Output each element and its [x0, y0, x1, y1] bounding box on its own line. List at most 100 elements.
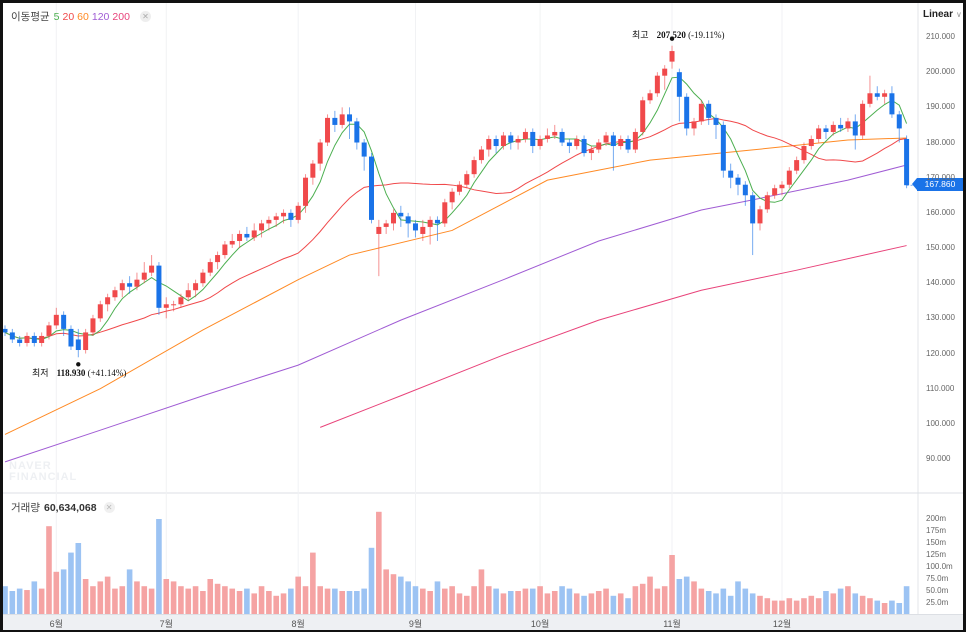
- close-icon[interactable]: ✕: [139, 11, 151, 22]
- volume-bar: [16, 588, 23, 615]
- volume-bar: [529, 588, 536, 615]
- candle-body: [860, 103, 866, 136]
- high-marker-dot: [669, 36, 675, 41]
- candle-body: [215, 255, 221, 263]
- candle-body: [508, 135, 514, 143]
- candle-body: [68, 328, 74, 347]
- volume-bar: [310, 552, 316, 615]
- ma-legend-item[interactable]: 60: [77, 10, 89, 23]
- volume-bar: [288, 588, 294, 615]
- volume-bar: [236, 591, 243, 615]
- candle-body: [134, 279, 140, 287]
- candle-body: [654, 75, 660, 94]
- candle-body: [3, 328, 8, 333]
- candle-body: [390, 212, 396, 224]
- volume-bar: [258, 586, 265, 615]
- candle-body: [801, 146, 807, 161]
- ma-legend-item[interactable]: 120: [91, 10, 110, 23]
- month-label: 10월: [530, 619, 550, 629]
- volume-bar: [434, 581, 441, 615]
- time-axis[interactable]: 6월 7월 8월 9월 10월 11월 12월: [3, 614, 963, 630]
- volume-bar: [156, 519, 162, 615]
- volume-bar: [24, 590, 30, 615]
- volume-bar: [647, 576, 653, 615]
- volume-bar: [82, 579, 89, 615]
- volume-bar: [896, 603, 903, 615]
- high-value: 207.520: [656, 30, 686, 40]
- volume-bar: [266, 591, 272, 615]
- candle-body: [427, 219, 433, 227]
- chart-canvas[interactable]: [3, 3, 963, 630]
- month-label: 6월: [49, 619, 63, 629]
- volume-bar: [771, 600, 778, 615]
- volume-legend: 거래량 60,634,068 ✕: [11, 500, 115, 515]
- volume-bar: [354, 591, 360, 615]
- price-tick: 200.000: [926, 67, 955, 77]
- candle-body: [596, 142, 602, 150]
- candle-body: [537, 138, 543, 147]
- price-tick: 110.000: [926, 383, 955, 393]
- candle-body: [471, 160, 477, 175]
- candle-body: [464, 174, 470, 185]
- volume-bar: [383, 569, 389, 615]
- volume-bar: [170, 581, 177, 615]
- candle-body: [163, 304, 169, 308]
- ma-legend-item[interactable]: 200: [112, 10, 130, 23]
- volume-bar: [53, 571, 60, 615]
- volume-tick: 125m: [926, 550, 947, 559]
- volume-bar: [60, 569, 67, 615]
- ma-legend-item[interactable]: 20: [62, 10, 75, 23]
- candle-body: [610, 135, 616, 147]
- candle-body: [53, 314, 59, 326]
- volume-bar: [97, 581, 104, 615]
- volume-bar: [324, 588, 331, 615]
- scale-mode-dropdown[interactable]: Linear ∨: [923, 9, 962, 20]
- volume-bar: [163, 579, 170, 615]
- volume-bar: [119, 586, 126, 615]
- volume-bar: [639, 583, 646, 615]
- candle-body: [588, 149, 594, 154]
- price-tick: 160.000: [926, 207, 955, 217]
- volume-bar: [376, 511, 382, 615]
- naver-financial-watermark: NAVER FINANCIAL: [9, 460, 78, 483]
- candle-body: [339, 114, 345, 125]
- candle-body: [808, 138, 814, 147]
- candle-body: [200, 272, 206, 284]
- candle-body: [156, 265, 162, 308]
- volume-bar: [588, 593, 595, 615]
- volume-bar: [705, 591, 712, 615]
- volume-bar: [244, 588, 250, 615]
- volume-bar: [178, 586, 184, 615]
- volume-bar: [845, 586, 851, 615]
- candle-body: [698, 103, 704, 122]
- low-change: (+41.14%): [87, 368, 127, 378]
- candle-body: [347, 114, 353, 122]
- volume-bar: [280, 593, 287, 615]
- volume-legend-label: 거래량: [11, 502, 40, 514]
- price-tick: 100.000: [926, 418, 955, 428]
- close-icon[interactable]: ✕: [103, 502, 115, 513]
- volume-bar: [610, 595, 617, 615]
- volume-legend-value: 60,634,068: [43, 501, 97, 514]
- volume-bar: [566, 588, 573, 615]
- month-label: 7월: [159, 619, 173, 629]
- candle-body: [449, 191, 455, 203]
- volume-bar: [764, 598, 771, 615]
- candle-body: [618, 138, 624, 147]
- volume-bar: [126, 569, 133, 615]
- candle-body: [522, 131, 528, 139]
- candle-body: [171, 304, 177, 306]
- ma20-line: [4, 117, 907, 340]
- candle-body: [295, 205, 301, 220]
- candle-body: [31, 335, 37, 343]
- ma-legend-item[interactable]: 5: [53, 10, 60, 23]
- volume-bar: [815, 598, 822, 615]
- candle-body: [325, 117, 331, 143]
- candle-body: [713, 117, 719, 125]
- volume-bar: [449, 586, 455, 615]
- candle-body: [354, 121, 360, 143]
- volume-bar: [104, 576, 111, 615]
- candle-body: [222, 244, 228, 256]
- price-tick: 210.000: [926, 32, 955, 41]
- candle-body: [830, 124, 836, 132]
